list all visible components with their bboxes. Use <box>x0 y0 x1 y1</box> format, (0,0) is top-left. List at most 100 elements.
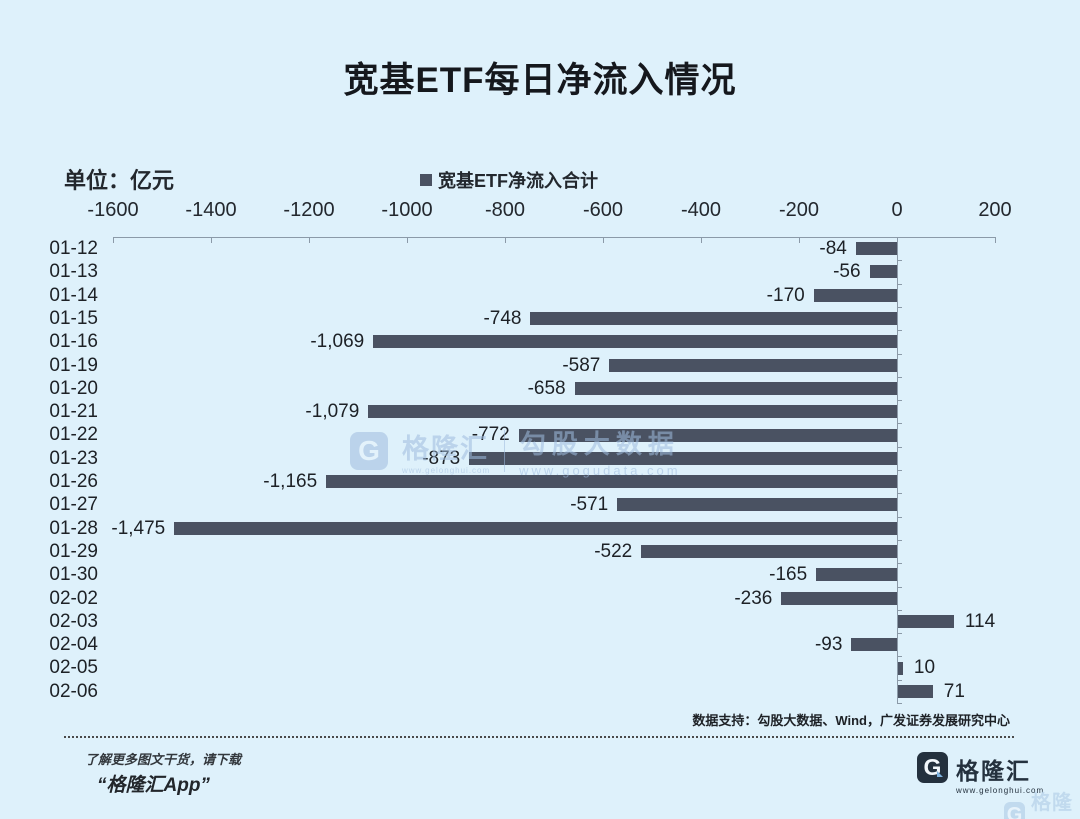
bar <box>609 358 897 372</box>
category-axis-tick <box>897 353 902 355</box>
value-label: -93 <box>814 634 843 656</box>
category-axis-tick <box>897 260 902 262</box>
bar <box>851 638 897 652</box>
category-label: 01-28 <box>49 517 98 539</box>
bar <box>898 614 954 628</box>
category-axis-tick <box>897 586 902 588</box>
value-label: -772 <box>471 424 510 446</box>
promo-text: 了解更多图文干货，请下载 <box>85 752 242 767</box>
category-label: 01-16 <box>49 331 98 353</box>
legend-marker-icon <box>420 174 432 186</box>
x-axis-tick-label: 200 <box>978 199 1012 221</box>
x-axis-tick <box>407 237 408 243</box>
category-label: 01-13 <box>49 261 98 283</box>
x-axis-tick <box>995 237 996 243</box>
promo-app-name: “格隆汇App” <box>97 775 210 796</box>
logo-brand-text: 格隆汇 <box>956 758 1031 784</box>
x-axis-tick-label: -1000 <box>381 199 433 221</box>
category-axis-tick <box>897 703 902 704</box>
category-axis-tick <box>897 539 902 541</box>
bar <box>574 381 897 395</box>
bar <box>518 428 897 442</box>
bar <box>617 498 897 512</box>
gelonghui-logo-icon: G <box>350 432 388 470</box>
x-axis-tick-label: -1400 <box>185 199 237 221</box>
category-label: 01-22 <box>49 424 98 446</box>
unit-label: 单位：亿元 <box>64 168 175 193</box>
value-label: -1,475 <box>111 517 166 539</box>
corner-watermark-logo: G 格隆汇 <box>1004 786 1080 819</box>
legend: 宽基ETF净流入合计 <box>420 167 598 193</box>
logo-letter: G <box>923 754 942 780</box>
value-label: 71 <box>943 680 965 702</box>
category-axis-tick <box>897 609 902 611</box>
category-axis-tick <box>897 330 902 332</box>
x-axis-tick <box>211 237 212 243</box>
category-label: 02-04 <box>49 634 98 656</box>
category-label: 01-23 <box>49 447 98 469</box>
category-label: 02-03 <box>49 610 98 632</box>
page-title: 宽基ETF每日净流入情况 <box>343 61 737 100</box>
corner-watermark-text: 格隆汇 <box>1031 792 1073 814</box>
value-label: 10 <box>913 657 936 679</box>
x-axis-tick <box>799 237 800 243</box>
category-axis-tick <box>897 656 902 658</box>
bar <box>174 521 897 535</box>
gelonghui-logo: G 格隆汇 www.gelonghui.com <box>917 752 1044 795</box>
category-label: 01-20 <box>49 377 98 399</box>
x-axis-tick <box>113 237 114 243</box>
bar <box>781 591 897 605</box>
bar <box>368 405 897 419</box>
bar <box>641 545 897 559</box>
value-label: -84 <box>819 238 847 259</box>
x-axis-tick-label: -200 <box>778 199 820 221</box>
value-label: -748 <box>483 307 522 329</box>
category-label: 01-14 <box>49 284 98 306</box>
category-label: 01-21 <box>49 401 98 423</box>
category-axis-tick <box>897 423 902 425</box>
x-axis-tick <box>505 237 506 243</box>
category-label: 01-15 <box>49 307 98 329</box>
category-axis-tick <box>897 679 902 681</box>
bar <box>326 475 897 489</box>
category-label: 02-06 <box>49 680 98 702</box>
footer-divider <box>64 736 1014 738</box>
value-label: -571 <box>570 494 609 516</box>
x-axis-tick <box>701 237 702 243</box>
x-axis-tick-label: -600 <box>582 199 624 221</box>
category-axis-tick <box>897 446 902 448</box>
legend-label: 宽基ETF净流入合计 <box>438 171 598 191</box>
category-axis-tick <box>897 283 902 285</box>
category-axis-tick <box>897 400 902 402</box>
category-label: 02-02 <box>49 587 98 609</box>
x-axis-tick-label: -400 <box>680 199 722 221</box>
category-label: 01-19 <box>49 354 98 376</box>
bar <box>816 568 897 582</box>
category-axis-tick <box>897 306 902 308</box>
value-label: -658 <box>527 377 566 399</box>
bar <box>813 288 897 302</box>
category-label: 01-27 <box>49 494 98 516</box>
category-label: 02-05 <box>49 657 98 679</box>
value-label: -1,079 <box>305 401 360 423</box>
data-source-note: 数据支持：勾股大数据、Wind，广发证券发展研究中心 <box>692 713 1010 728</box>
category-axis-tick <box>897 470 902 471</box>
bar <box>530 312 897 326</box>
category-axis-tick <box>897 376 902 378</box>
bar <box>855 242 897 256</box>
category-axis-tick <box>897 563 902 565</box>
x-axis-tick-label: -1600 <box>87 199 139 221</box>
category-label: 01-12 <box>49 238 98 259</box>
value-label: -165 <box>769 564 808 586</box>
value-label: -56 <box>833 261 861 283</box>
value-label: -1,165 <box>263 471 318 492</box>
x-axis-line <box>113 237 995 238</box>
value-label: -236 <box>734 587 773 609</box>
category-label: 01-26 <box>49 471 98 492</box>
x-axis-tick <box>309 237 310 243</box>
bar <box>898 661 903 675</box>
value-label: -170 <box>766 284 805 306</box>
logo-arrow-icon <box>937 771 943 777</box>
value-label: -522 <box>594 540 633 562</box>
category-axis-tick <box>897 633 902 635</box>
